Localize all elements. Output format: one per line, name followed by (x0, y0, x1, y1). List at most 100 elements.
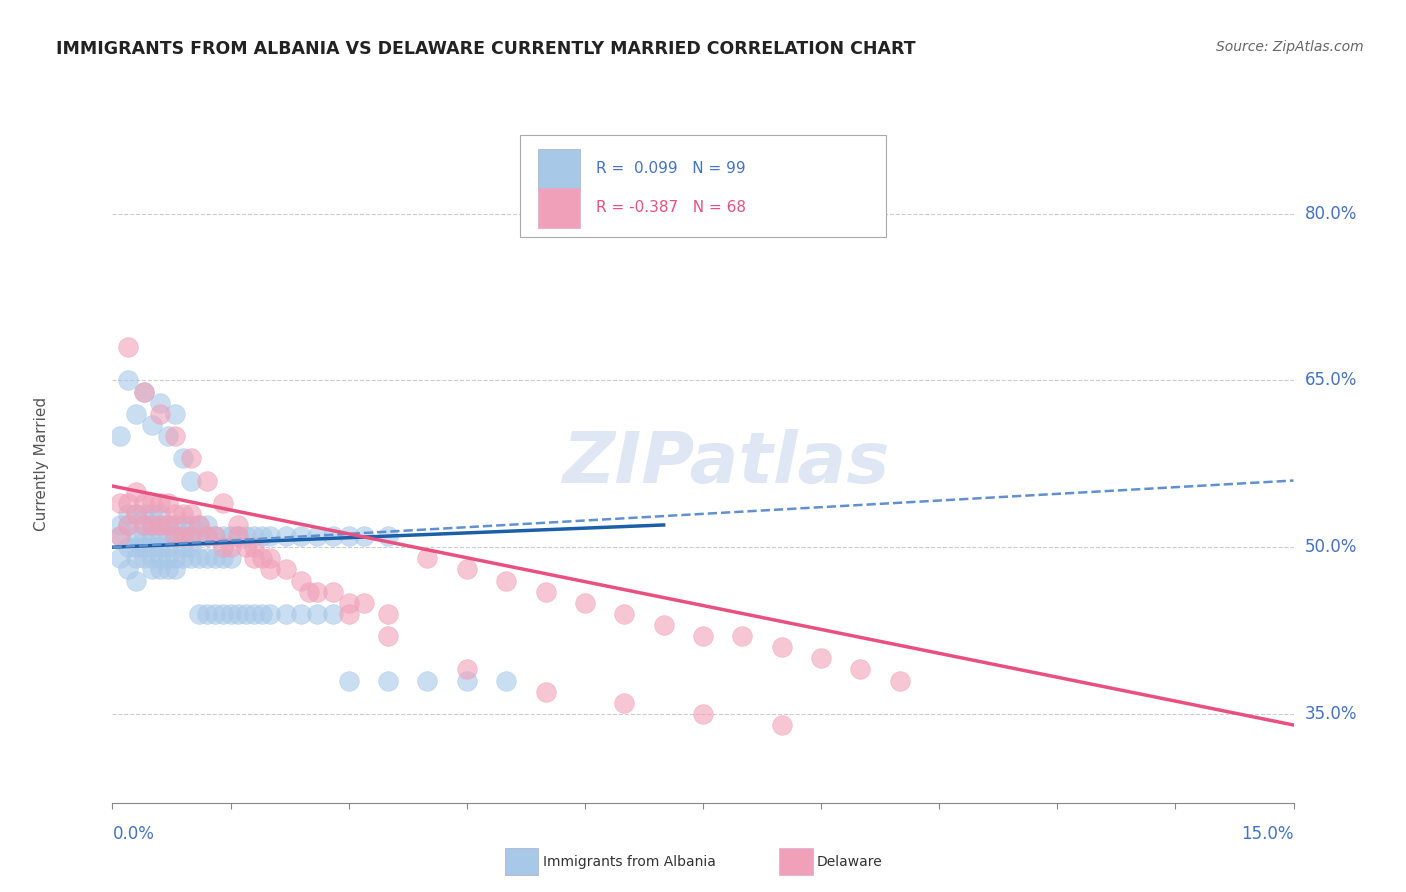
Point (322, 607, 344, 621)
Point (243, 529, 266, 543)
Point (652, 618, 675, 632)
Point (125, 574, 148, 588)
Point (132, 507, 155, 521)
Point (110, 529, 132, 543)
Point (141, 496, 163, 510)
Point (149, 562, 172, 576)
Point (149, 529, 172, 543)
Point (165, 562, 187, 576)
Point (141, 551, 163, 566)
Text: IMMIGRANTS FROM ALBANIA VS DELAWARE CURRENTLY MARRIED CORRELATION CHART: IMMIGRANTS FROM ALBANIA VS DELAWARE CURR… (56, 40, 915, 58)
Point (149, 496, 172, 510)
Point (456, 673, 478, 688)
Point (117, 496, 139, 510)
Text: ZIPatlas: ZIPatlas (562, 429, 890, 499)
Point (307, 529, 329, 543)
Point (117, 518, 139, 533)
Point (456, 662, 478, 676)
Text: 65.0%: 65.0% (1305, 371, 1357, 390)
Point (770, 718, 793, 732)
Point (172, 529, 194, 543)
Point (156, 429, 179, 443)
Point (337, 673, 360, 688)
Point (180, 551, 202, 566)
Text: 15.0%: 15.0% (1241, 825, 1294, 843)
Point (613, 607, 636, 621)
Point (165, 507, 187, 521)
Point (322, 529, 344, 543)
Point (188, 518, 211, 533)
Point (534, 684, 557, 698)
Point (132, 518, 155, 533)
Point (353, 596, 375, 610)
Point (322, 584, 344, 599)
Point (180, 529, 202, 543)
Point (156, 551, 179, 566)
Point (274, 607, 297, 621)
Point (149, 518, 172, 533)
Point (132, 384, 155, 399)
Point (307, 584, 329, 599)
Point (156, 562, 179, 576)
Text: Currently Married: Currently Married (34, 397, 49, 531)
Point (377, 673, 399, 688)
Point (165, 407, 187, 421)
Text: Source: ZipAtlas.com: Source: ZipAtlas.com (1216, 40, 1364, 54)
Point (125, 507, 148, 521)
Point (250, 529, 273, 543)
Text: R =  0.099   N = 99: R = 0.099 N = 99 (596, 161, 745, 176)
Point (298, 584, 321, 599)
Point (195, 529, 218, 543)
Point (141, 518, 163, 533)
Point (243, 607, 266, 621)
Point (180, 474, 202, 488)
Point (180, 529, 202, 543)
Point (172, 451, 194, 466)
Point (165, 529, 187, 543)
Point (259, 607, 281, 621)
Point (132, 384, 155, 399)
Point (141, 507, 163, 521)
Text: Delaware: Delaware (817, 855, 883, 869)
Point (195, 518, 218, 533)
Point (141, 518, 163, 533)
Point (149, 518, 172, 533)
Point (456, 562, 478, 576)
Point (228, 529, 250, 543)
Point (219, 540, 242, 554)
Point (149, 407, 172, 421)
Point (117, 374, 139, 388)
Point (692, 706, 714, 721)
Text: R = -0.387   N = 68: R = -0.387 N = 68 (596, 201, 745, 216)
Point (125, 484, 148, 499)
Point (495, 673, 517, 688)
Point (180, 507, 202, 521)
Point (156, 540, 179, 554)
Point (211, 540, 233, 554)
FancyBboxPatch shape (537, 188, 581, 228)
Point (110, 496, 132, 510)
Point (156, 518, 179, 533)
Point (180, 518, 202, 533)
Point (337, 607, 360, 621)
Point (195, 607, 218, 621)
Point (243, 540, 266, 554)
Point (110, 529, 132, 543)
Point (377, 629, 399, 643)
Point (849, 662, 872, 676)
Point (337, 596, 360, 610)
Point (259, 562, 281, 576)
Point (125, 529, 148, 543)
Point (219, 529, 242, 543)
Point (117, 340, 139, 354)
Point (180, 540, 202, 554)
Point (188, 518, 211, 533)
Point (211, 529, 233, 543)
Point (165, 518, 187, 533)
Point (337, 529, 360, 543)
Point (188, 529, 211, 543)
Point (204, 551, 226, 566)
Point (165, 429, 187, 443)
Point (353, 529, 375, 543)
Point (195, 474, 218, 488)
